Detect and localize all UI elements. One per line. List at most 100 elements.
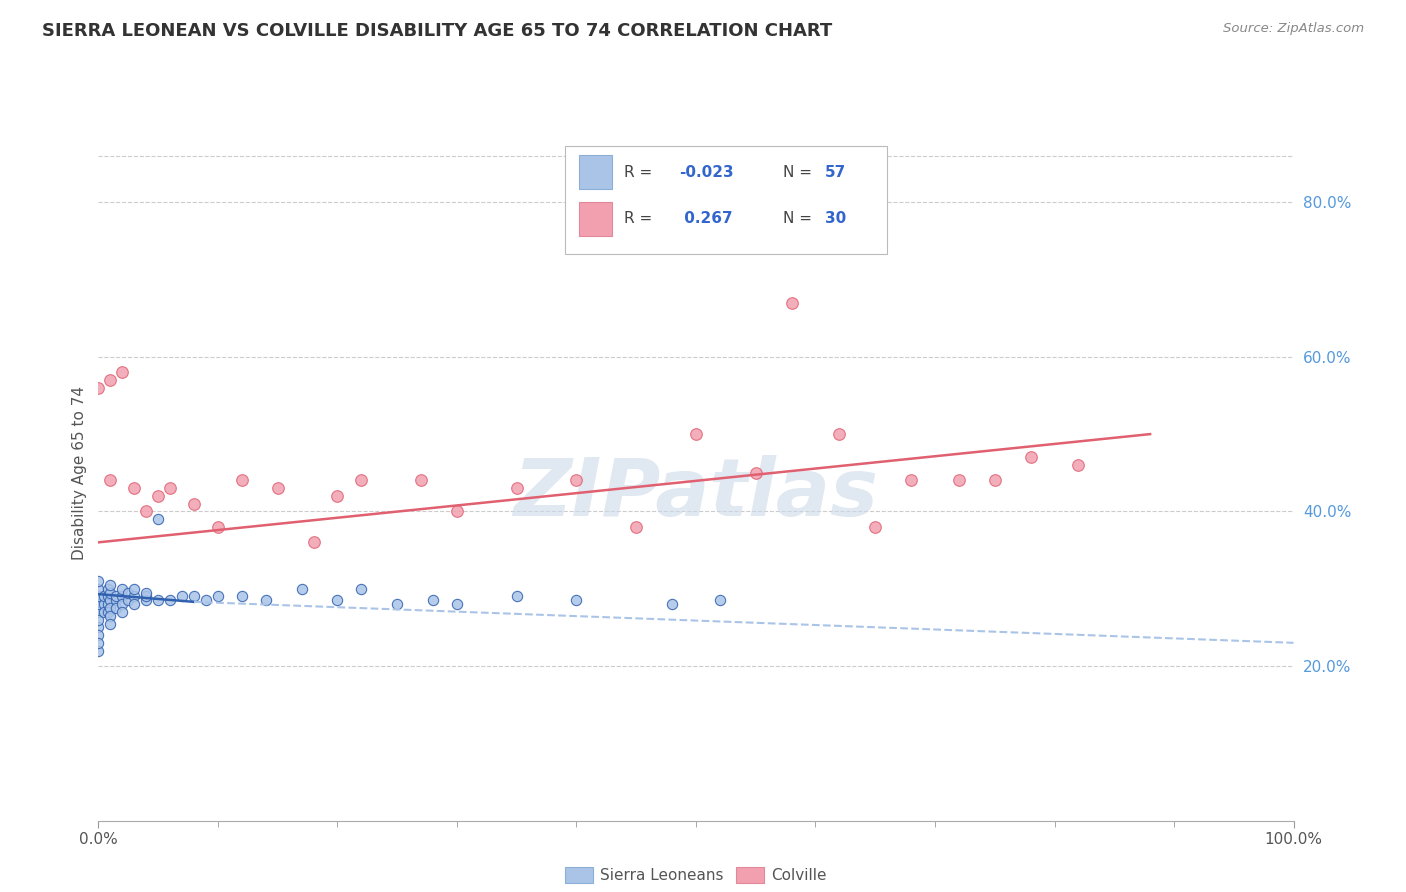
Point xyxy=(135,504,157,518)
Point xyxy=(745,466,768,480)
Point xyxy=(863,520,886,534)
Y-axis label: Disability Age 65 to 74: Disability Age 65 to 74 xyxy=(72,385,87,560)
Point xyxy=(780,295,803,310)
Point xyxy=(117,593,139,607)
Point xyxy=(159,481,181,495)
Point xyxy=(87,605,110,619)
Point xyxy=(117,585,139,599)
Point xyxy=(135,590,157,604)
Point xyxy=(172,590,194,604)
Point xyxy=(97,582,120,596)
Text: -0.023: -0.023 xyxy=(679,165,734,179)
Point xyxy=(709,593,731,607)
Point xyxy=(98,585,122,599)
Point xyxy=(98,373,122,387)
Point xyxy=(565,593,588,607)
Point xyxy=(124,481,146,495)
Point xyxy=(87,613,110,627)
Point xyxy=(326,489,349,503)
Point xyxy=(105,590,128,604)
Point xyxy=(446,504,468,518)
Point xyxy=(685,427,707,442)
Point xyxy=(506,481,529,495)
Point xyxy=(983,474,1005,488)
Bar xyxy=(579,202,613,235)
Point xyxy=(111,597,134,611)
Point xyxy=(422,593,444,607)
Text: ZIPatlas: ZIPatlas xyxy=(513,455,879,533)
Text: N =: N = xyxy=(783,165,817,179)
Point xyxy=(148,489,170,503)
Point xyxy=(111,590,134,604)
Point xyxy=(87,628,110,642)
Point xyxy=(231,590,253,604)
Point xyxy=(948,474,970,488)
Point xyxy=(1019,450,1042,465)
Text: N =: N = xyxy=(783,211,817,227)
Point xyxy=(87,582,110,596)
Point xyxy=(290,582,312,596)
Text: SIERRA LEONEAN VS COLVILLE DISABILITY AGE 65 TO 74 CORRELATION CHART: SIERRA LEONEAN VS COLVILLE DISABILITY AG… xyxy=(42,22,832,40)
Point xyxy=(183,590,205,604)
Point xyxy=(97,590,120,604)
Point xyxy=(105,593,128,607)
Point xyxy=(93,597,115,611)
Point xyxy=(98,578,122,592)
Point xyxy=(326,593,349,607)
Point xyxy=(124,590,146,604)
Point xyxy=(87,574,110,588)
Point xyxy=(87,620,110,634)
Point xyxy=(87,636,110,650)
Point xyxy=(624,520,647,534)
Text: R =: R = xyxy=(624,211,658,227)
Point xyxy=(254,593,277,607)
Point xyxy=(111,605,134,619)
Point xyxy=(506,590,529,604)
Point xyxy=(231,474,253,488)
Point xyxy=(565,474,588,488)
Point xyxy=(93,605,115,619)
Point xyxy=(900,474,922,488)
Point xyxy=(350,582,373,596)
Point xyxy=(828,427,851,442)
Text: R =: R = xyxy=(624,165,658,179)
Text: 57: 57 xyxy=(825,165,846,179)
Point xyxy=(207,590,229,604)
Point xyxy=(411,474,433,488)
Legend: Sierra Leoneans, Colville: Sierra Leoneans, Colville xyxy=(560,862,832,889)
Point xyxy=(183,497,205,511)
Point xyxy=(87,381,110,395)
Point xyxy=(98,601,122,615)
Point xyxy=(267,481,290,495)
Point xyxy=(111,365,134,379)
Point xyxy=(111,582,134,596)
Text: 30: 30 xyxy=(825,211,846,227)
Point xyxy=(194,593,217,607)
Point xyxy=(98,616,122,631)
Point xyxy=(148,512,170,526)
FancyBboxPatch shape xyxy=(565,145,887,253)
Point xyxy=(93,590,115,604)
Point xyxy=(124,582,146,596)
Point xyxy=(302,535,325,549)
Point xyxy=(135,585,157,599)
Point xyxy=(97,597,120,611)
Point xyxy=(98,593,122,607)
Point xyxy=(1067,458,1090,472)
Point xyxy=(97,605,120,619)
Bar xyxy=(579,155,613,189)
Point xyxy=(207,520,229,534)
Point xyxy=(350,474,373,488)
Point xyxy=(135,593,157,607)
Point xyxy=(385,597,409,611)
Point xyxy=(98,474,122,488)
Point xyxy=(87,597,110,611)
Point xyxy=(446,597,468,611)
Point xyxy=(124,597,146,611)
Point xyxy=(159,593,181,607)
Point xyxy=(87,643,110,657)
Point xyxy=(87,590,110,604)
Point xyxy=(105,601,128,615)
Text: 0.267: 0.267 xyxy=(679,211,733,227)
Point xyxy=(661,597,683,611)
